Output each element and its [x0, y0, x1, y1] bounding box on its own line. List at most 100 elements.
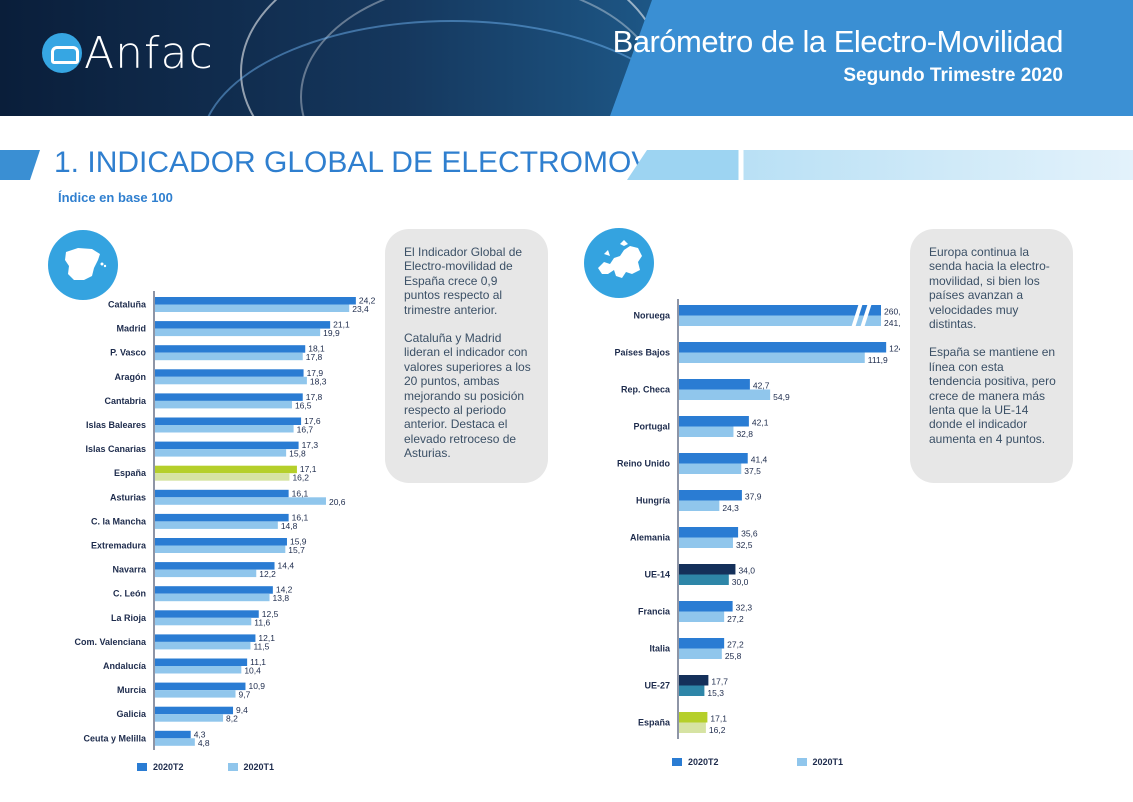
value-label-2020t1-noruega: 241,8: [884, 318, 900, 328]
bar-2020t1-espana: [679, 722, 706, 733]
bar-2020t1-navarra: [155, 569, 257, 578]
europe-commentary-p1: Europa continua la senda hacia la electr…: [929, 245, 1050, 332]
axis-break-mark: [860, 303, 872, 328]
value-label-2020t2-espana: 17,1: [710, 714, 727, 724]
bar-2020t2-paises-bajos: [679, 342, 887, 353]
value-label-2020t1-p-vasco: 17,8: [306, 352, 323, 362]
value-label-2020t1-reino-unido: 37,5: [744, 466, 761, 476]
category-label-ue-27: UE-27: [644, 681, 670, 691]
spain-regions-bar-chart: Cataluña 24,223,4 Madrid 21,119,9 P. Vasco 18…: [74, 291, 376, 750]
value-label-2020t1-madrid: 19,9: [323, 328, 340, 338]
bar-2020t2-galicia: [155, 706, 234, 715]
category-label-murcia: Murcia: [117, 685, 147, 695]
bar-2020t2-cataluna: [155, 297, 356, 305]
value-label-2020t1-portugal: 32,8: [736, 429, 753, 439]
value-label-2020t1-ue-27: 15,3: [707, 688, 724, 698]
bar-2020t1-madrid: [155, 328, 321, 337]
bar-2020t2-italia: [679, 638, 725, 649]
bar-2020t1-islas-canarias: [155, 449, 287, 457]
category-label-portugal: Portugal: [633, 422, 670, 432]
bar-2020t1-andalucia: [155, 666, 242, 674]
bar-2020t1-c-la-mancha: [155, 521, 278, 529]
value-label-2020t2-ceuta-y-melilla: 4,3: [194, 729, 206, 739]
category-label-espana: España: [638, 718, 671, 728]
spain-map-icon: [48, 230, 118, 300]
value-label-2020t1-espana: 16,2: [709, 725, 726, 735]
value-label-2020t1-hungria: 24,3: [722, 503, 739, 513]
category-label-ceuta-y-melilla: Ceuta y Melilla: [83, 733, 147, 743]
value-label-2020t2-cataluna: 24,2: [359, 296, 376, 306]
value-label-2020t1-aragon: 18,3: [310, 376, 327, 386]
bar-2020t1-italia: [679, 648, 722, 659]
europe-chart-legend: 2020T2 2020T1: [672, 757, 843, 767]
legend-label-t2: 2020T2: [153, 762, 184, 772]
category-label-alemania: Alemania: [630, 533, 671, 543]
bar-2020t1-rep-checa: [679, 389, 771, 400]
bar-2020t1-cantabria: [155, 400, 292, 409]
category-label-islas-baleares: Islas Baleares: [86, 420, 146, 430]
value-label-2020t1-la-rioja: 11,6: [254, 617, 270, 627]
value-label-2020t2-c-la-mancha: 16,1: [292, 512, 309, 522]
logo-text: Anfac: [84, 27, 214, 79]
bar-2020t1-espana: [155, 473, 290, 481]
bar-2020t2-la-rioja: [155, 610, 259, 618]
header-banner: Anfac Barómetro de la Electro-Movilidad …: [0, 0, 1133, 116]
section-decor-bar: [627, 150, 1133, 180]
category-label-cataluna: Cataluña: [108, 300, 147, 310]
bar-2020t1-murcia: [155, 690, 236, 698]
value-label-2020t1-ceuta-y-melilla: 4,8: [198, 738, 210, 748]
value-label-2020t2-paises-bajos: 124,8: [889, 344, 900, 354]
bar-2020t2-navarra: [155, 562, 275, 570]
category-label-madrid: Madrid: [116, 324, 146, 334]
value-label-2020t2-navarra: 14,4: [278, 561, 295, 571]
value-label-2020t1-navarra: 12,2: [259, 569, 276, 579]
bar-2020t2-francia: [679, 601, 733, 612]
category-label-andalucia: Andalucía: [103, 661, 147, 671]
value-label-2020t1-ue-14: 30,0: [732, 577, 749, 587]
bar-2020t2-ue-27: [679, 675, 709, 686]
bar-2020t2-extremadura: [155, 538, 287, 546]
bar-2020t1-reino-unido: [679, 463, 742, 474]
bar-2020t1-francia: [679, 611, 725, 622]
anfac-logo[interactable]: Anfac: [42, 26, 214, 80]
bar-2020t2-cantabria: [155, 393, 303, 401]
bar-2020t2-ceuta-y-melilla: [155, 730, 191, 739]
europe-countries-bar-chart: Noruega 260,8241,8 Países Bajos 124,8111,9 R…: [614, 299, 900, 739]
category-label-extremadura: Extremadura: [91, 541, 147, 551]
bar-2020t2-asturias: [155, 489, 289, 498]
section-subtitle: Índice en base 100: [58, 190, 173, 205]
bar-2020t1-hungria: [679, 500, 720, 511]
report-title: Barómetro de la Electro-Movilidad: [612, 24, 1064, 59]
legend-swatch-t1: [796, 758, 807, 766]
bar-2020t2-alemania: [679, 527, 739, 538]
category-label-asturias: Asturias: [110, 492, 146, 502]
bar-2020t1-la-rioja: [155, 617, 252, 626]
bar-2020t2-reino-unido: [679, 453, 748, 464]
value-label-2020t1-espana: 16,2: [292, 473, 309, 483]
bar-2020t1-asturias: [155, 497, 326, 505]
category-label-noruega: Noruega: [633, 311, 671, 321]
value-label-2020t1-andalucia: 10,4: [244, 666, 261, 676]
category-label-cantabria: Cantabria: [104, 396, 147, 406]
bar-2020t1-p-vasco: [155, 352, 303, 361]
spain-chart-legend: 2020T2 2020T1: [137, 762, 274, 772]
bar-2020t2-espana: [679, 712, 708, 723]
legend-swatch-t2: [672, 758, 682, 766]
category-label-c-leon: C. León: [113, 589, 146, 599]
bar-2020t2-madrid: [155, 321, 331, 329]
bar-2020t1-cataluna: [155, 304, 350, 312]
value-label-2020t1-extremadura: 15,7: [288, 545, 305, 555]
value-label-2020t2-aragon: 17,9: [307, 368, 324, 378]
value-label-2020t1-asturias: 20,6: [329, 497, 346, 507]
value-label-2020t2-andalucia: 11,1: [250, 657, 266, 667]
legend-label-t1: 2020T1: [812, 757, 844, 767]
value-label-2020t1-murcia: 9,7: [239, 690, 251, 700]
value-label-2020t1-rep-checa: 54,9: [773, 392, 790, 402]
value-label-2020t2-reino-unido: 41,4: [751, 455, 768, 465]
category-label-c-la-mancha: C. la Mancha: [91, 516, 147, 526]
value-label-2020t2-noruega: 260,8: [884, 307, 900, 317]
value-label-2020t1-islas-baleares: 16,7: [297, 425, 314, 435]
value-label-2020t1-italia: 25,8: [725, 651, 742, 661]
category-label-reino-unido: Reino Unido: [617, 459, 670, 469]
value-label-2020t2-rep-checa: 42,7: [753, 381, 770, 391]
